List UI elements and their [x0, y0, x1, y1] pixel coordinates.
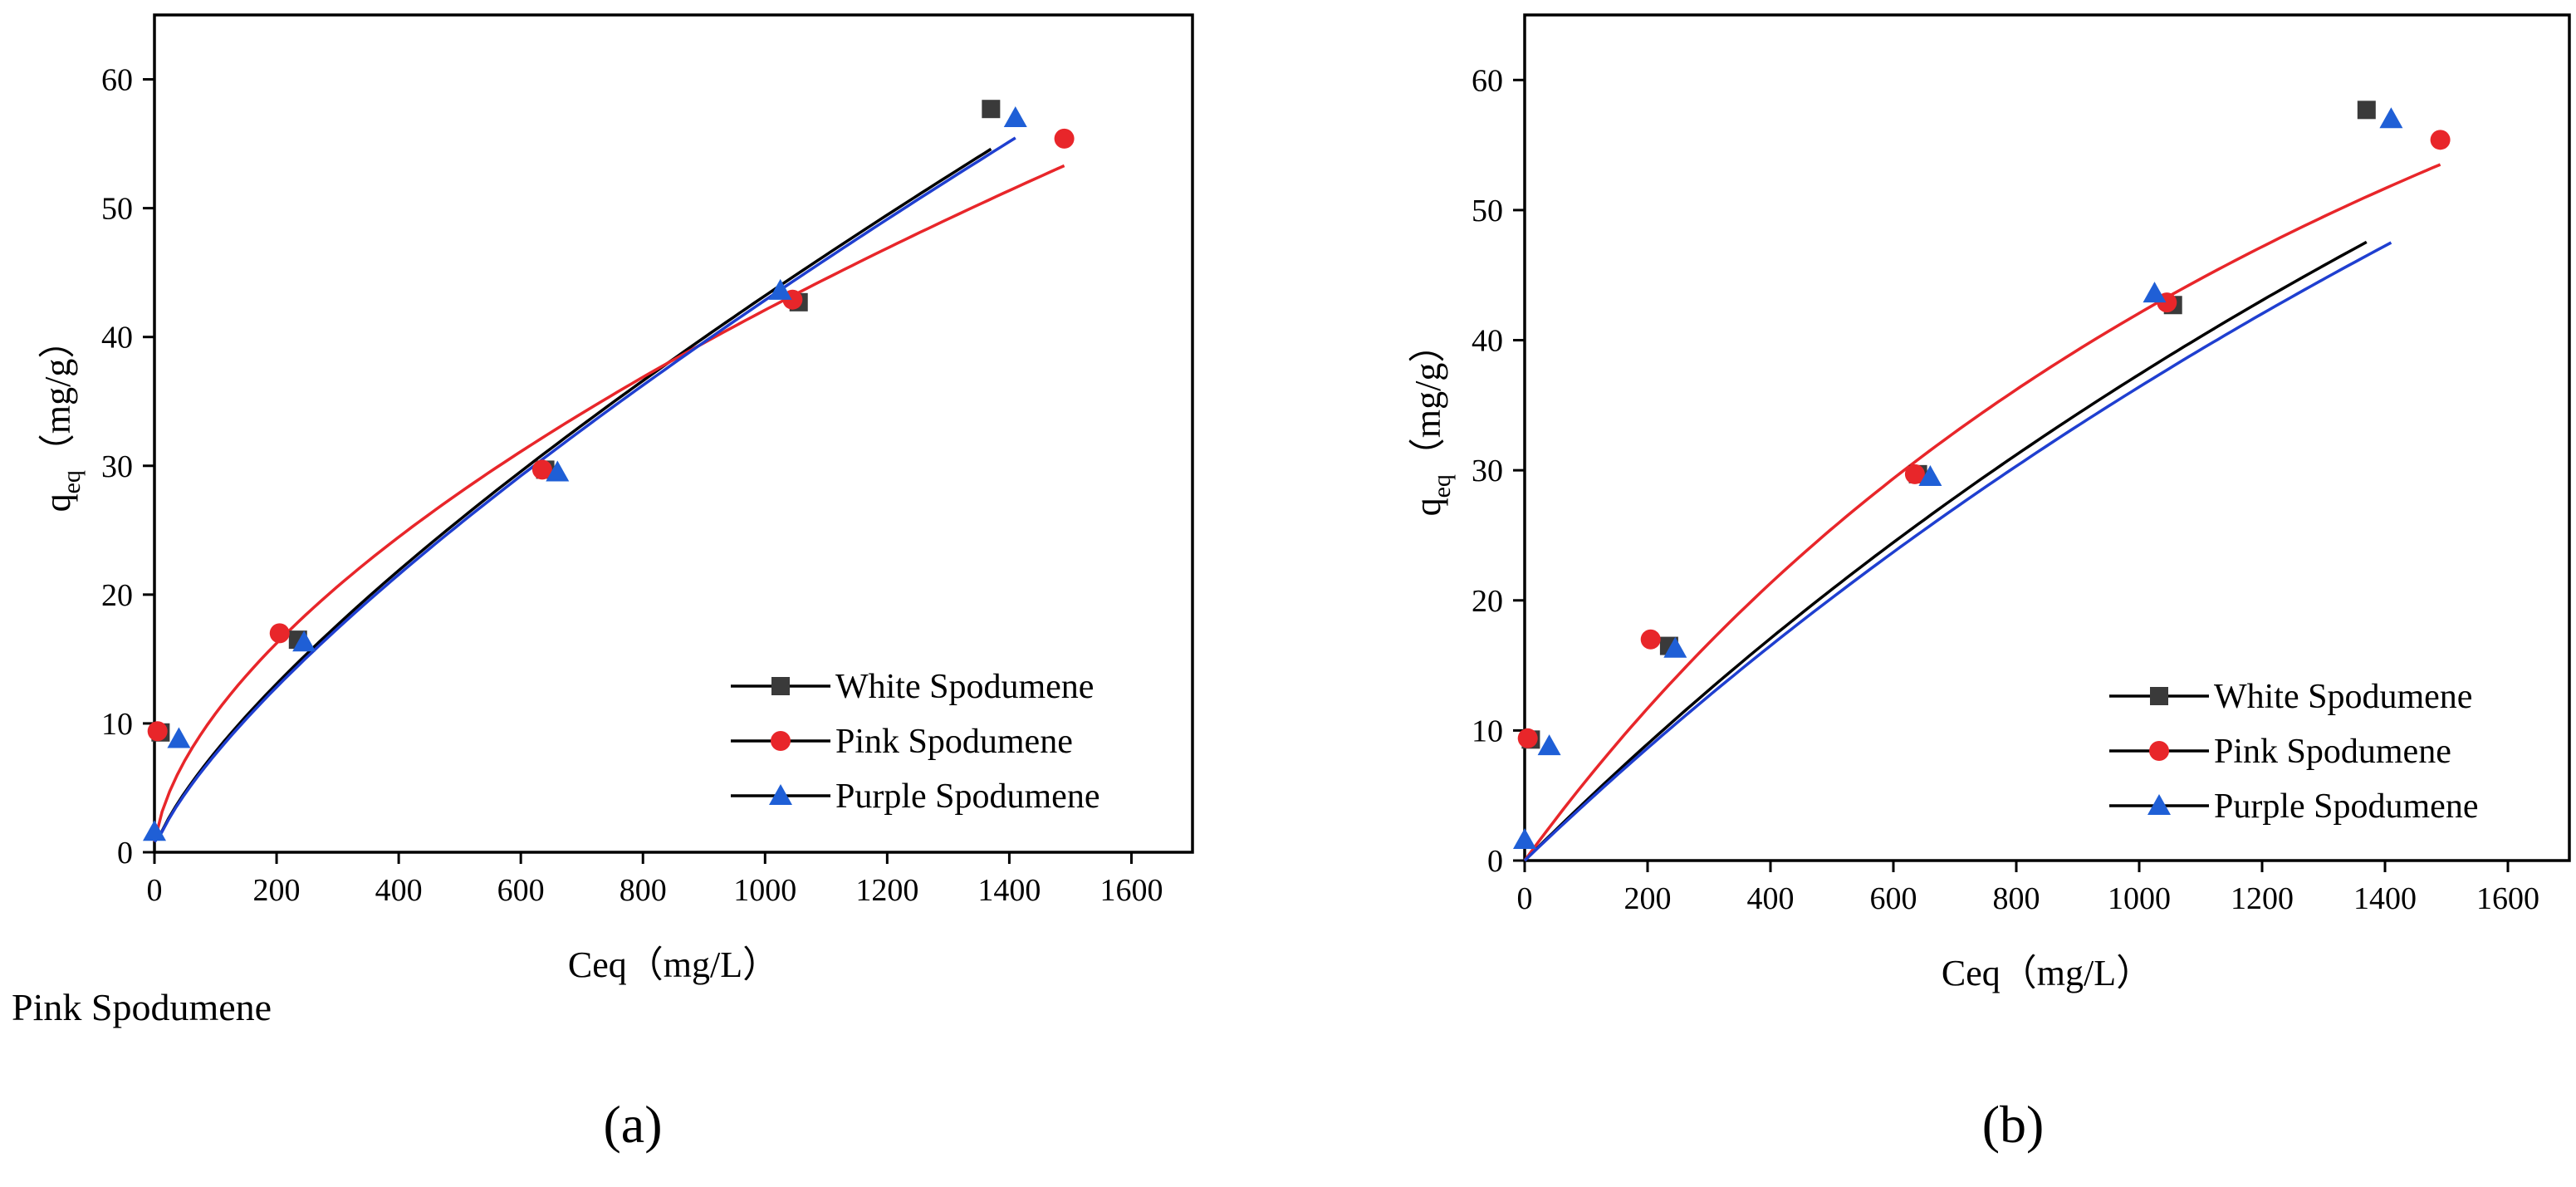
- legend-label: Purple Spodumene: [835, 777, 1099, 816]
- data-point-pink-spodumene: [1640, 629, 1661, 650]
- x-tick-label: 1400: [2353, 881, 2417, 916]
- x-tick-label: 0: [1517, 881, 1533, 916]
- y-tick-label: 10: [1472, 714, 1503, 748]
- legend-label: White Spodumene: [2214, 678, 2472, 716]
- fit-curve-white-spodumene: [1523, 240, 2368, 862]
- x-tick-label: 200: [253, 873, 301, 908]
- chart-panel-b: 0 200 400 600 800 1000 1200 1400 1600 0 10 20 30 40 50…: [1408, 13, 2571, 1154]
- legend-label: Pink Spodumene: [2214, 733, 2451, 771]
- x-tick-label: 1000: [2108, 881, 2171, 916]
- data-point-pink-spodumene: [1904, 464, 1925, 484]
- legend-label: White Spodumene: [835, 668, 1094, 706]
- x-axis-label: Ceq（mg/L）: [1942, 953, 2152, 993]
- data-point-purple-spodumene: [1513, 827, 1536, 849]
- legend-label: Purple Spodumene: [2214, 787, 2478, 826]
- legend-marker: [2150, 687, 2168, 705]
- data-point-purple-spodumene: [1003, 106, 1027, 128]
- data-point-purple-spodumene: [292, 630, 316, 652]
- data-point-purple-spodumene: [1537, 734, 1561, 756]
- y-tick-label: 0: [117, 836, 133, 871]
- legend-marker: [2149, 741, 2169, 761]
- data-point-purple-spodumene: [1918, 464, 1942, 486]
- data-point-pink-spodumene: [269, 623, 290, 644]
- data-point-pink-spodumene: [531, 459, 552, 480]
- x-tick-label: 1200: [855, 873, 918, 908]
- data-point-pink-spodumene: [1517, 728, 1538, 748]
- chart-panel-a: 0 200 400 600 800 1000 1200 1400 1600 0 10 20 30 40 50…: [37, 13, 1194, 1154]
- legend-marker: [771, 677, 790, 695]
- legend-marker: [2147, 794, 2171, 815]
- data-point-purple-spodumene: [2143, 282, 2167, 303]
- x-tick-label: 800: [620, 873, 667, 908]
- y-tick-label: 50: [101, 192, 133, 227]
- x-tick-label: 1400: [977, 873, 1041, 908]
- x-tick-label: 800: [1993, 881, 2040, 916]
- plot-frame: [153, 13, 1194, 854]
- plot-frame: [1523, 13, 2571, 862]
- legend-marker: [769, 784, 792, 805]
- x-tick-label: 400: [375, 873, 423, 908]
- x-tick-label: 600: [1870, 881, 1917, 916]
- panel-label: (b): [1982, 1095, 2045, 1154]
- fit-curve-purple-spodumene: [153, 136, 1016, 843]
- x-axis-label: Ceq（mg/L）: [568, 944, 779, 985]
- y-tick-label: 20: [101, 578, 133, 613]
- x-tick-label: 400: [1747, 881, 1795, 916]
- y-tick-label: 10: [101, 707, 133, 742]
- y-axis-label: qeq（mg/g）: [1408, 326, 1456, 517]
- y-tick-label: 20: [1472, 584, 1503, 619]
- fit-curve-pink-spodumene: [153, 164, 1065, 842]
- fit-curve-purple-spodumene: [1523, 241, 2392, 862]
- x-tick-label: 600: [497, 873, 545, 908]
- y-tick-label: 40: [1472, 324, 1503, 359]
- data-point-purple-spodumene: [167, 727, 191, 748]
- legend-marker: [771, 731, 791, 751]
- y-tick-label: 50: [1472, 194, 1503, 228]
- data-point-purple-spodumene: [546, 460, 570, 482]
- x-tick-label: 1200: [2231, 881, 2294, 916]
- stray-caption: Pink Spodumene: [12, 986, 272, 1028]
- data-point-pink-spodumene: [147, 721, 168, 742]
- data-point-purple-spodumene: [143, 820, 166, 841]
- data-point-white-spodumene: [982, 100, 1001, 119]
- data-point-purple-spodumene: [768, 278, 792, 300]
- data-point-purple-spodumene: [1663, 636, 1687, 658]
- y-tick-label: 40: [101, 321, 133, 356]
- y-tick-label: 30: [101, 449, 133, 484]
- x-tick-label: 200: [1624, 881, 1672, 916]
- fit-curve-white-spodumene: [153, 147, 992, 843]
- y-tick-label: 0: [1487, 844, 1503, 879]
- data-point-white-spodumene: [2357, 101, 2376, 120]
- legend-label: Pink Spodumene: [835, 723, 1073, 761]
- y-tick-label: 60: [1472, 63, 1503, 98]
- data-point-pink-spodumene: [2430, 130, 2451, 150]
- fit-curve-pink-spodumene: [1523, 163, 2441, 862]
- data-point-pink-spodumene: [1054, 128, 1075, 149]
- x-tick-label: 1000: [733, 873, 796, 908]
- x-tick-label: 1600: [2476, 881, 2539, 916]
- y-axis-label: qeq（mg/g）: [37, 322, 86, 513]
- data-point-purple-spodumene: [2379, 107, 2403, 129]
- x-tick-label: 0: [147, 873, 163, 908]
- y-tick-label: 60: [101, 63, 133, 98]
- y-tick-label: 30: [1472, 454, 1503, 488]
- panel-label: (a): [603, 1095, 662, 1154]
- x-tick-label: 1600: [1099, 873, 1163, 908]
